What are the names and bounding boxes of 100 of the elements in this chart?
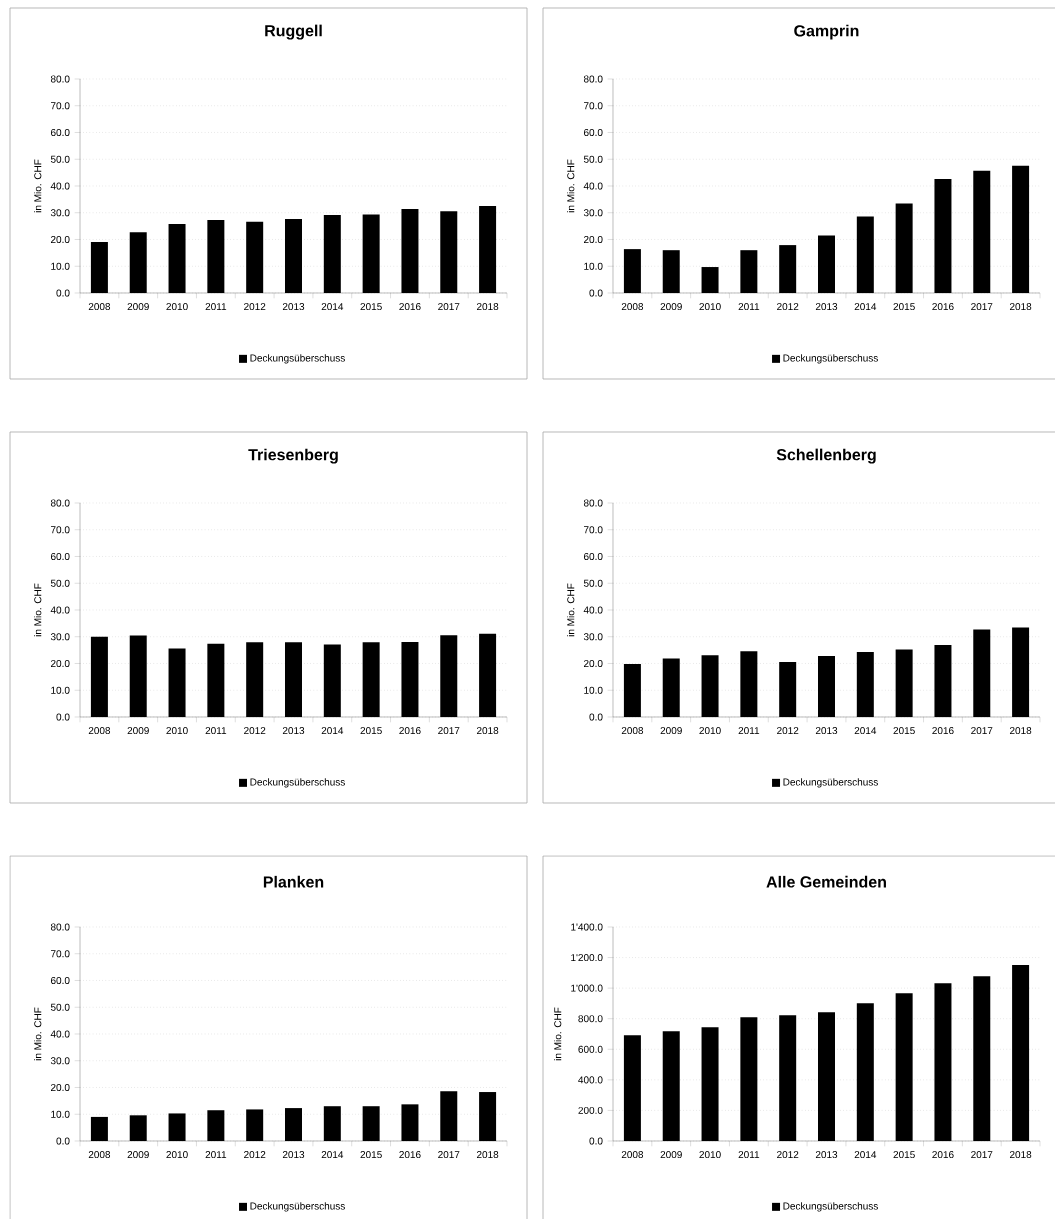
bar [479,633,497,717]
y-tick-label: 40.0 [50,1030,70,1038]
x-tick-label: 2017 [438,303,460,311]
bar [740,651,758,717]
y-tick-label: 50.0 [583,155,603,163]
bar [479,206,497,293]
bar [401,208,419,293]
y-tick-label: 50.0 [50,155,70,163]
y-tick-label: 60.0 [50,552,70,561]
x-tick-label: 2013 [815,727,838,735]
bar [818,235,835,293]
y-tick-label: 800.0 [578,1015,603,1023]
x-tick-label: 2008 [88,727,111,735]
x-tick-label: 2014 [854,303,877,311]
x-tick-label: 2015 [893,727,915,735]
legend-label: Deckungsüberschuss [250,1202,345,1212]
bar [168,223,186,293]
legend-label: Deckungsüberschuss [250,354,345,364]
x-tick-label: 2016 [932,1151,954,1159]
chart-title: Planken [263,875,324,888]
legend-label: Deckungsüberschuss [250,778,345,788]
bar [90,636,108,717]
y-tick-label: 10.0 [584,686,603,694]
x-tick-label: 2012 [777,727,799,735]
y-axis-title: in Mio. CHF [34,583,42,637]
x-tick-label: 2012 [244,303,266,311]
y-tick-label: 30.0 [583,633,603,641]
legend-label: Deckungsüberschuss [783,354,878,364]
y-tick-label: 60.0 [583,128,603,137]
bar [973,629,991,717]
bar [623,1035,641,1141]
x-tick-label: 2010 [699,727,721,735]
x-tick-label: 2012 [244,1151,266,1159]
x-tick-label: 2009 [660,1151,682,1159]
bar [662,250,680,293]
y-axis-title: in Mio. CHF [553,1007,562,1061]
x-tick-label: 2018 [1009,1151,1032,1159]
y-tick-label: 30.0 [583,209,603,217]
bar [207,1110,225,1141]
x-tick-label: 2017 [438,727,460,735]
x-tick-label: 2015 [360,1151,382,1159]
x-tick-label: 2011 [205,727,227,735]
y-tick-label: 20.0 [583,659,603,668]
bar [323,214,341,293]
bar [440,1091,458,1141]
x-tick-label: 2016 [932,303,954,311]
x-tick-label: 2018 [1009,303,1032,311]
y-tick-label: 400.0 [578,1076,603,1084]
bar [323,644,341,717]
x-tick-label: 2018 [476,303,499,311]
x-tick-label: 2014 [321,727,344,735]
y-tick-label: 60.0 [583,552,603,561]
bar [246,221,264,293]
y-tick-label: 20.0 [50,235,70,244]
y-tick-label: 0.0 [589,289,603,297]
x-tick-label: 2010 [166,727,188,735]
y-tick-label: 40.0 [583,606,603,614]
y-tick-label: 10.0 [51,262,70,270]
bar [818,1012,835,1141]
x-tick-label: 2012 [777,303,799,311]
bar [168,1113,186,1141]
bar [1012,627,1030,717]
x-tick-label: 2009 [660,727,682,735]
bar [973,976,991,1141]
x-tick-label: 2017 [971,303,993,311]
y-tick-label: 10.0 [51,1110,70,1118]
x-tick-label: 2011 [738,727,760,735]
y-tick-label: 10.0 [584,262,603,270]
bar [934,179,952,293]
x-tick-label: 2016 [399,1151,421,1159]
x-tick-label: 2016 [399,303,421,311]
x-tick-label: 2011 [205,303,227,311]
x-tick-label: 2018 [476,1151,499,1159]
y-tick-label: 80.0 [583,499,603,507]
x-tick-label: 2011 [738,1151,760,1159]
bar [856,651,874,717]
x-tick-label: 2009 [127,1151,149,1159]
y-tick-label: 80.0 [50,923,70,931]
chart-title: Gamprin [794,24,859,40]
y-tick-label: 0.0 [56,289,70,297]
chart-title: Triesenberg [248,448,338,464]
x-tick-label: 2014 [321,1151,344,1159]
bar [895,203,913,293]
bar [779,245,797,293]
bar [207,643,225,717]
y-tick-label: 60.0 [50,976,70,985]
bar [246,1109,264,1141]
y-tick-label: 30.0 [50,209,70,217]
y-tick-label: 70.0 [51,526,70,534]
y-tick-label: 10.0 [51,686,70,694]
bar [662,658,680,717]
legend-label: Deckungsüberschuss [783,1202,878,1212]
x-tick-label: 2015 [893,303,915,311]
y-tick-label: 20.0 [583,235,603,244]
bar [1012,165,1030,293]
bar [1012,964,1030,1141]
y-tick-label: 1'000.0 [571,984,603,992]
bar [129,635,147,717]
x-tick-label: 2018 [1009,727,1032,735]
bar [90,1116,108,1141]
